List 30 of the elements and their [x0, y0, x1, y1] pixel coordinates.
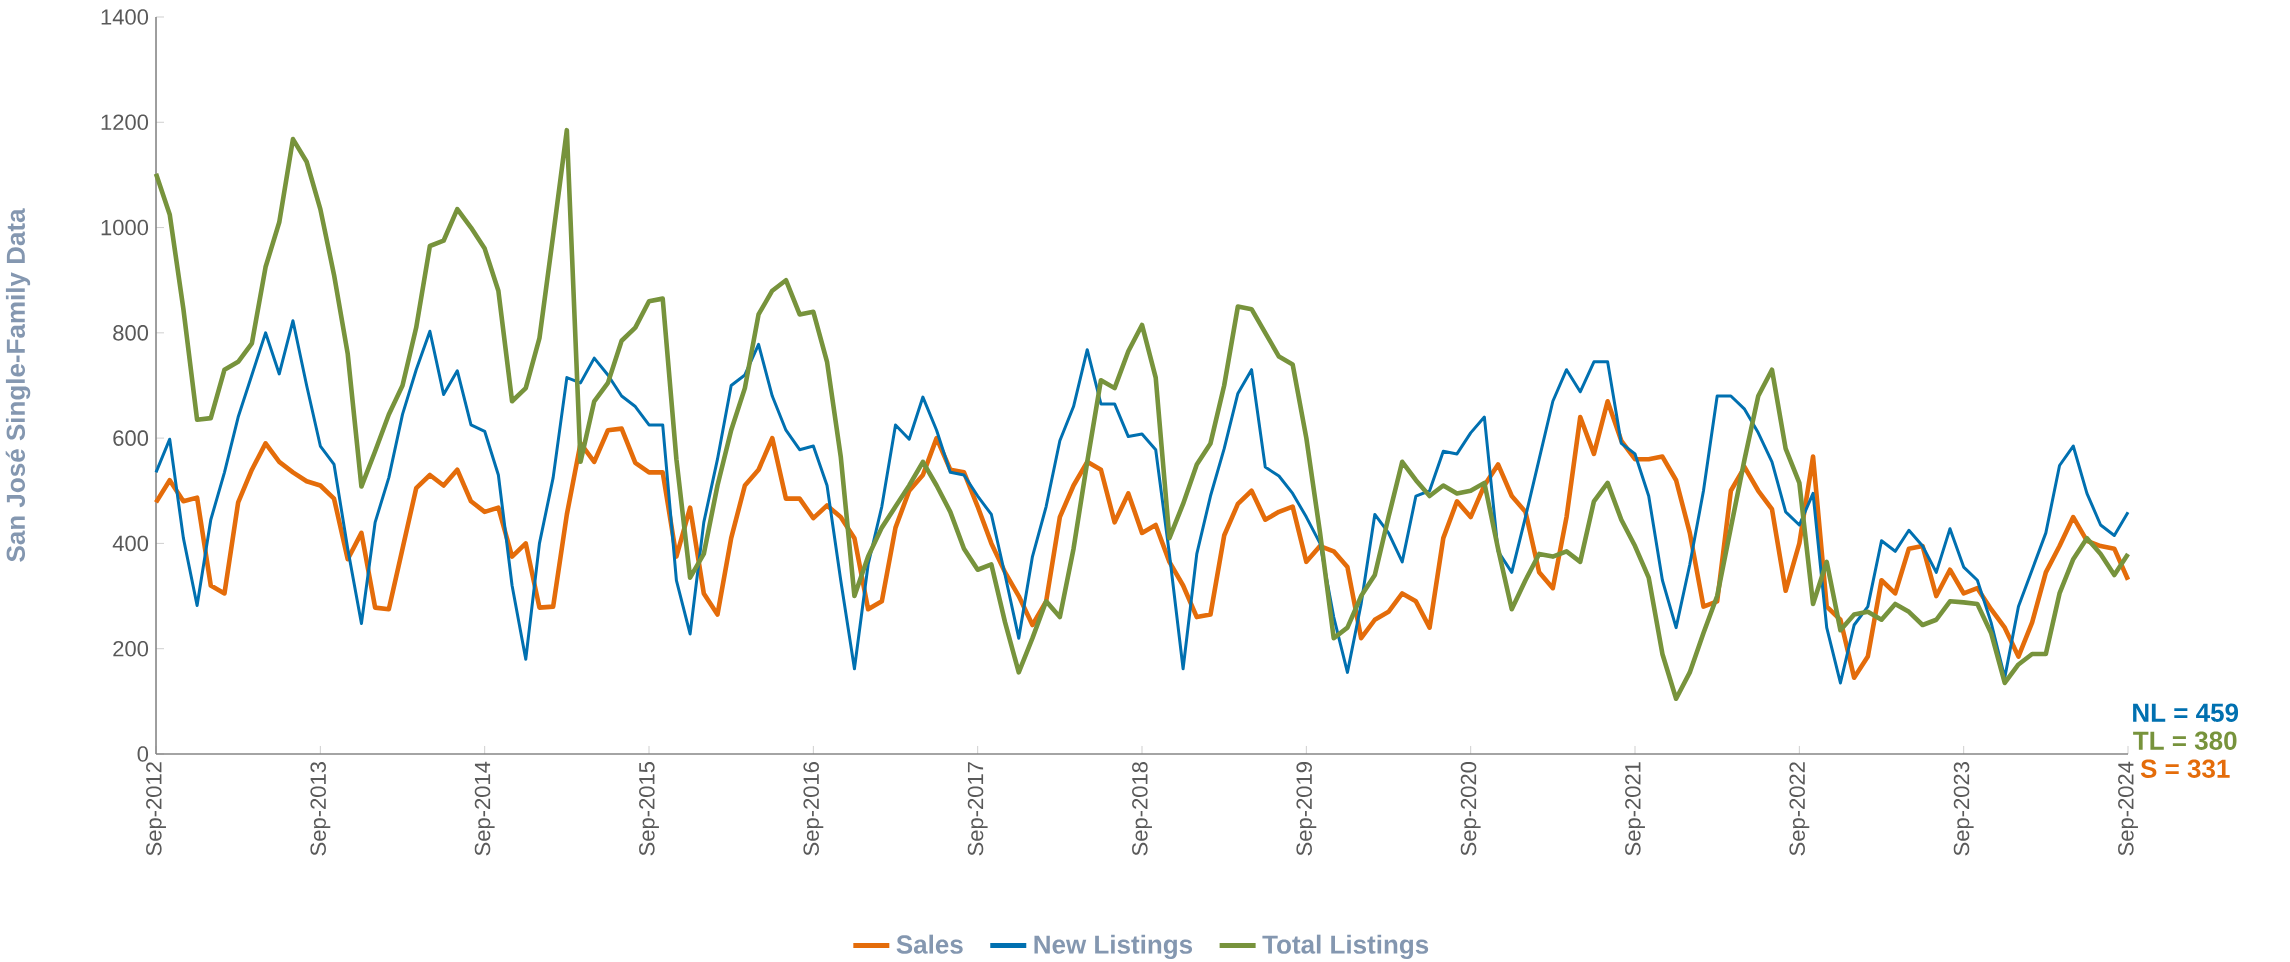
- text: S = 331: [2140, 759, 2230, 778]
- text: TL = 380: [2133, 731, 2237, 750]
- x-tick-label: Sep-2023: [1953, 762, 1974, 856]
- y-tick-label: 0: [137, 746, 149, 762]
- line-series: [154, 319, 2130, 685]
- legend-label: Sales: [896, 934, 963, 954]
- x-tick-label: Sep-2012: [146, 762, 166, 856]
- text: NL = 459: [2133, 703, 2239, 722]
- y-tick-label: 400: [112, 535, 149, 552]
- y-tick-label: 200: [113, 640, 149, 657]
- y-tick-label: 800: [113, 325, 149, 341]
- x-tick-label: Sep-2022: [1789, 762, 1810, 856]
- x-tick-label: Sep-2021: [1625, 762, 1645, 856]
- x-tick-label: Sep-2020: [1460, 761, 1481, 856]
- y-tick-label: 1200: [101, 114, 149, 131]
- line-series: [153, 127, 2131, 702]
- x-tick-label: Sep-2018: [1132, 762, 1152, 856]
- x-tick-label: Sep-2016: [803, 762, 824, 856]
- legend-label: Total Listings: [1262, 934, 1429, 960]
- x-tick-label: Sep-2015: [639, 762, 659, 856]
- x-tick-label: Sep-2014: [474, 761, 495, 856]
- legend-label: New Listings: [1034, 934, 1193, 960]
- x-tick-label: Sep-2013: [310, 762, 331, 856]
- x-tick-label: Sep-2024: [2118, 761, 2138, 856]
- y-axis-title: San José Single-Family Data: [5, 208, 31, 562]
- x-tick-label: Sep-2017: [967, 762, 988, 856]
- x-tick-label: Sep-2019: [1296, 762, 1317, 856]
- y-tick-label: 1000: [101, 219, 149, 236]
- y-tick-label: 600: [113, 430, 149, 446]
- y-tick-label: 1400: [101, 9, 149, 25]
